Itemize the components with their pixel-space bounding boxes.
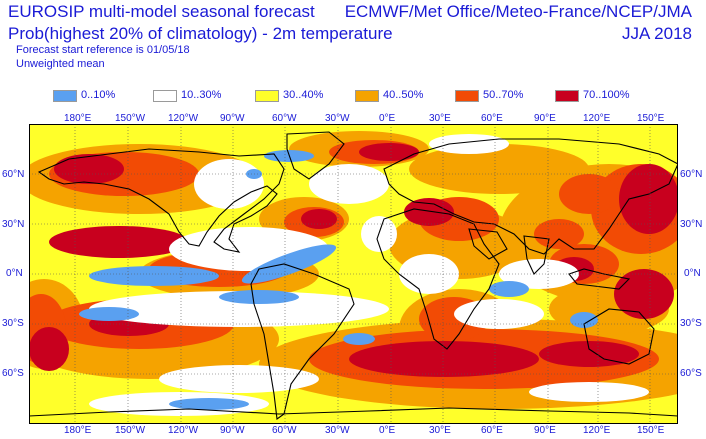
lat-label-right-30n: 30°N	[680, 219, 703, 230]
coast-north-america	[37, 148, 285, 253]
lon-label-bottom-30e: 30°E	[429, 425, 451, 436]
lon-label-bottom-90e: 90°E	[534, 425, 556, 436]
forecast-start-reference: Forecast start reference is 01/05/18	[16, 44, 190, 56]
world-probability-map	[29, 124, 678, 424]
lon-label-top-60w: 60°W	[272, 113, 297, 124]
lon-label-bottom-60w: 60°W	[272, 425, 297, 436]
lon-label-top-120e: 120°E	[583, 113, 611, 124]
lon-label-bottom-90w: 90°W	[220, 425, 245, 436]
coast-antarctica	[29, 407, 678, 417]
lon-label-bottom-120e: 120°E	[583, 425, 611, 436]
map-layers	[29, 124, 678, 424]
coast-greenland	[286, 131, 345, 180]
coast-africa	[376, 208, 500, 350]
probability-legend: 0..10% 10..30% 30..40% 40..50% 50..70% 7…	[0, 89, 706, 103]
legend-swatch	[455, 90, 479, 102]
legend-label: 40..50%	[383, 89, 424, 101]
legend-label: 10..30%	[181, 89, 222, 101]
lat-label-right-60n: 60°N	[680, 169, 703, 180]
season-label: JJA 2018	[622, 24, 692, 43]
coastlines	[29, 131, 678, 420]
legend-swatch	[53, 90, 77, 102]
lon-label-bottom-180e: 180°E	[64, 425, 92, 436]
lon-label-top-90e: 90°E	[534, 113, 556, 124]
lat-label-left-60s: 60°S	[2, 368, 24, 379]
legend-label: 50..70%	[483, 89, 524, 101]
lat-label-left-0n: 0°N	[6, 268, 23, 279]
map-title: EUROSIP multi-model seasonal forecast	[8, 2, 315, 21]
weighting-note: Unweighted mean	[16, 58, 105, 70]
graticule	[29, 124, 678, 424]
legend-swatch	[555, 90, 579, 102]
coast-eurasia	[383, 138, 678, 255]
coast-arabia	[468, 228, 508, 260]
legend-label: 70..100%	[583, 89, 630, 101]
legend-label: 0..10%	[81, 89, 116, 101]
coast-south-america	[250, 263, 355, 420]
lon-label-bottom-0e: 0°E	[379, 425, 396, 436]
lon-label-bottom-120w: 120°W	[168, 425, 199, 436]
lat-label-left-30n: 30°N	[2, 219, 25, 230]
legend-swatch	[153, 90, 177, 102]
lon-label-bottom-150w: 150°W	[115, 425, 146, 436]
map-frame	[29, 124, 678, 424]
map-subtitle: Prob(highest 20% of climatology) - 2m te…	[8, 24, 393, 43]
lat-label-right-30s: 30°S	[680, 318, 702, 329]
lon-label-top-90w: 90°W	[220, 113, 245, 124]
legend-swatch	[355, 90, 379, 102]
lon-label-bottom-30w: 30°W	[325, 425, 350, 436]
lon-label-top-120w: 120°W	[168, 113, 199, 124]
lon-label-top-60e: 60°E	[481, 113, 503, 124]
lon-label-top-150w: 150°W	[115, 113, 146, 124]
lat-label-left-30s: 30°S	[2, 318, 24, 329]
lon-label-top-30w: 30°W	[325, 113, 350, 124]
legend-label: 30..40%	[283, 89, 324, 101]
legend-swatch	[255, 90, 279, 102]
lon-label-top-150e: 150°E	[637, 113, 665, 124]
coast-india	[523, 235, 550, 275]
lat-label-left-60n: 60°N	[2, 169, 25, 180]
coast-maritime-continent	[568, 268, 631, 290]
lat-label-right-60s: 60°S	[680, 368, 702, 379]
lon-label-bottom-150e: 150°E	[637, 425, 665, 436]
centres-label: ECMWF/Met Office/Meteo-France/NCEP/JMA	[344, 2, 692, 21]
lat-label-right-0n: 0°N	[684, 268, 701, 279]
lon-label-top-30e: 30°E	[429, 113, 451, 124]
probability-0-10-areas	[79, 150, 598, 410]
lon-label-bottom-60e: 60°E	[481, 425, 503, 436]
lon-label-top-180e: 180°E	[64, 113, 92, 124]
coast-australia	[583, 308, 655, 365]
lon-label-top-0e: 0°E	[379, 113, 396, 124]
